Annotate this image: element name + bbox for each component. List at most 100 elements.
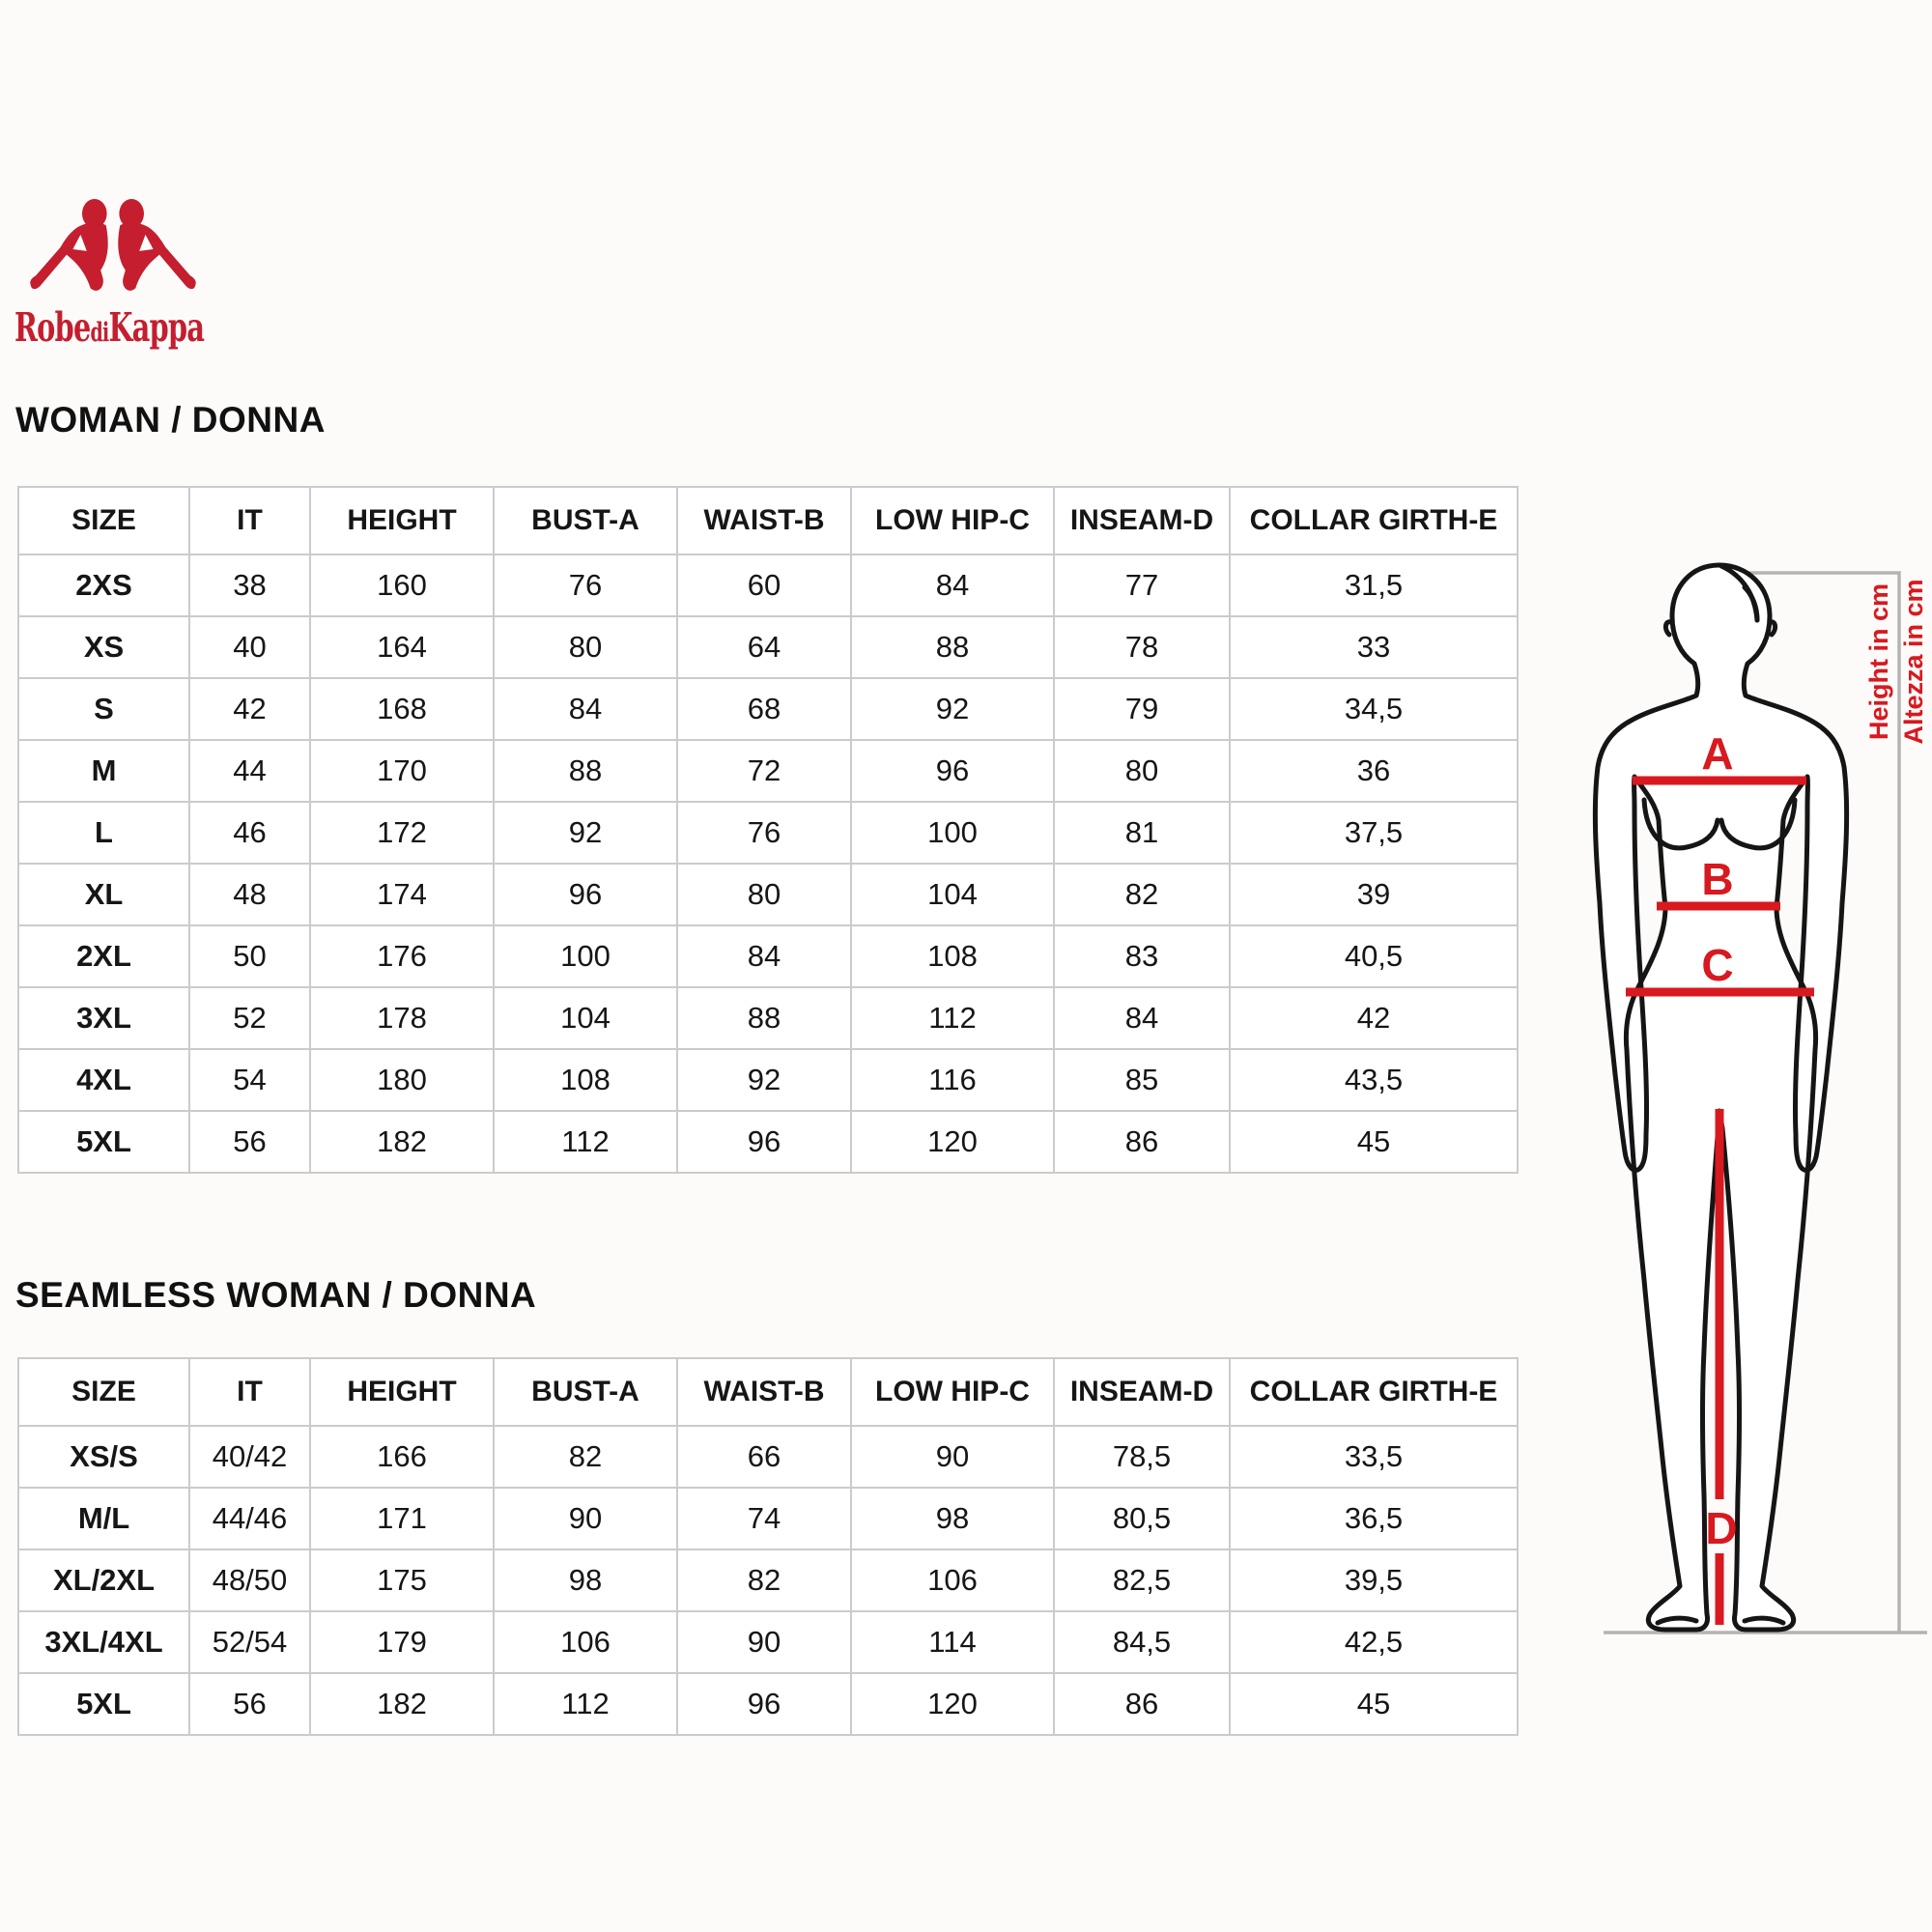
value-cell: 81: [1053, 801, 1231, 865]
table-row: 5XL 56 182 112 96 120 86 45: [17, 1672, 1519, 1736]
value-cell: 80: [493, 615, 678, 679]
value-cell: 104: [850, 863, 1055, 926]
column-header: LOW HIP-C: [850, 1357, 1055, 1427]
value-cell: 74: [676, 1487, 852, 1550]
value-cell: 84: [850, 554, 1055, 617]
value-cell: 82: [1053, 863, 1231, 926]
value-cell: 98: [493, 1548, 678, 1612]
value-cell: 92: [850, 677, 1055, 741]
kappa-omini-icon: [30, 198, 196, 291]
value-cell: 84: [493, 677, 678, 741]
column-header: LOW HIP-C: [850, 486, 1055, 555]
size-cell: M/L: [17, 1487, 190, 1550]
table-row: 2XS 38 160 76 60 84 77 31,5: [17, 554, 1519, 617]
value-cell: 106: [493, 1610, 678, 1674]
brand-word-kappa: Kappa: [108, 304, 205, 351]
value-cell: 76: [676, 801, 852, 865]
column-header: INSEAM-D: [1053, 1357, 1231, 1427]
value-cell: 182: [309, 1672, 495, 1736]
size-cell: XS/S: [17, 1425, 190, 1489]
value-cell: 38: [188, 554, 311, 617]
column-header: SIZE: [17, 486, 190, 555]
size-table-woman: SIZE IT HEIGHT BUST-A WAIST-B LOW HIP-C INSEAM…: [17, 486, 1519, 1174]
value-cell: 172: [309, 801, 495, 865]
value-cell: 33,5: [1229, 1425, 1519, 1489]
size-cell: 3XL: [17, 986, 190, 1050]
value-cell: 48/50: [188, 1548, 311, 1612]
value-cell: 106: [850, 1548, 1055, 1612]
value-cell: 98: [850, 1487, 1055, 1550]
section-title-seamless-woman: SEAMLESS WOMAN / DONNA: [15, 1275, 537, 1315]
hip-marker-label: C: [1701, 940, 1733, 990]
value-cell: 104: [493, 986, 678, 1050]
column-header: BUST-A: [493, 1357, 678, 1427]
column-header: COLLAR GIRTH-E: [1229, 486, 1519, 555]
size-cell: S: [17, 677, 190, 741]
size-cell: L: [17, 801, 190, 865]
value-cell: 80: [1053, 739, 1231, 803]
waist-marker-label: B: [1701, 854, 1733, 904]
value-cell: 175: [309, 1548, 495, 1612]
value-cell: 44/46: [188, 1487, 311, 1550]
value-cell: 174: [309, 863, 495, 926]
value-cell: 100: [493, 924, 678, 988]
value-cell: 76: [493, 554, 678, 617]
value-cell: 164: [309, 615, 495, 679]
column-header: WAIST-B: [676, 1357, 852, 1427]
value-cell: 96: [493, 863, 678, 926]
value-cell: 171: [309, 1487, 495, 1550]
table-row: 3XL 52 178 104 88 112 84 42: [17, 986, 1519, 1050]
value-cell: 108: [850, 924, 1055, 988]
value-cell: 77: [1053, 554, 1231, 617]
value-cell: 42,5: [1229, 1610, 1519, 1674]
value-cell: 96: [850, 739, 1055, 803]
value-cell: 168: [309, 677, 495, 741]
value-cell: 179: [309, 1610, 495, 1674]
right-bust-line: [1719, 797, 1798, 851]
column-header: WAIST-B: [676, 486, 852, 555]
value-cell: 37,5: [1229, 801, 1519, 865]
value-cell: 88: [850, 615, 1055, 679]
value-cell: 90: [676, 1610, 852, 1674]
column-header: BUST-A: [493, 486, 678, 555]
value-cell: 36,5: [1229, 1487, 1519, 1550]
value-cell: 36: [1229, 739, 1519, 803]
value-cell: 92: [493, 801, 678, 865]
value-cell: 120: [850, 1672, 1055, 1736]
value-cell: 82,5: [1053, 1548, 1231, 1612]
table-row: 2XL 50 176 100 84 108 83 40,5: [17, 924, 1519, 988]
table-row: XS/S 40/42 166 82 66 90 78,5 33,5: [17, 1425, 1519, 1489]
value-cell: 170: [309, 739, 495, 803]
value-cell: 82: [493, 1425, 678, 1489]
table-row: 4XL 54 180 108 92 116 85 43,5: [17, 1048, 1519, 1112]
table-row: L 46 172 92 76 100 81 37,5: [17, 801, 1519, 865]
value-cell: 43,5: [1229, 1048, 1519, 1112]
body-measurement-diagram: A B C D Height in cm Altezza in cm: [1592, 562, 1928, 1634]
right-ear-line: [1767, 619, 1778, 638]
value-cell: 180: [309, 1048, 495, 1112]
value-cell: 120: [850, 1110, 1055, 1174]
value-cell: 56: [188, 1672, 311, 1736]
left-foot-line: [1655, 1615, 1699, 1626]
value-cell: 54: [188, 1048, 311, 1112]
value-cell: 178: [309, 986, 495, 1050]
value-cell: 96: [676, 1110, 852, 1174]
left-ear-line: [1662, 619, 1674, 638]
column-header: HEIGHT: [309, 1357, 495, 1427]
value-cell: 84: [1053, 986, 1231, 1050]
value-cell: 34,5: [1229, 677, 1519, 741]
value-cell: 40/42: [188, 1425, 311, 1489]
table-row: M 44 170 88 72 96 80 36: [17, 739, 1519, 803]
value-cell: 114: [850, 1610, 1055, 1674]
value-cell: 40: [188, 615, 311, 679]
value-cell: 108: [493, 1048, 678, 1112]
height-bracket-line: [1717, 571, 1901, 1633]
size-cell: 5XL: [17, 1672, 190, 1736]
table-header-row: SIZE IT HEIGHT BUST-A WAIST-B LOW HIP-C INSEAM…: [17, 1357, 1519, 1427]
size-cell: 4XL: [17, 1048, 190, 1112]
hair-curl-line: [1742, 584, 1760, 623]
value-cell: 39: [1229, 863, 1519, 926]
table-row: M/L 44/46 171 90 74 98 80,5 36,5: [17, 1487, 1519, 1550]
value-cell: 68: [676, 677, 852, 741]
value-cell: 116: [850, 1048, 1055, 1112]
